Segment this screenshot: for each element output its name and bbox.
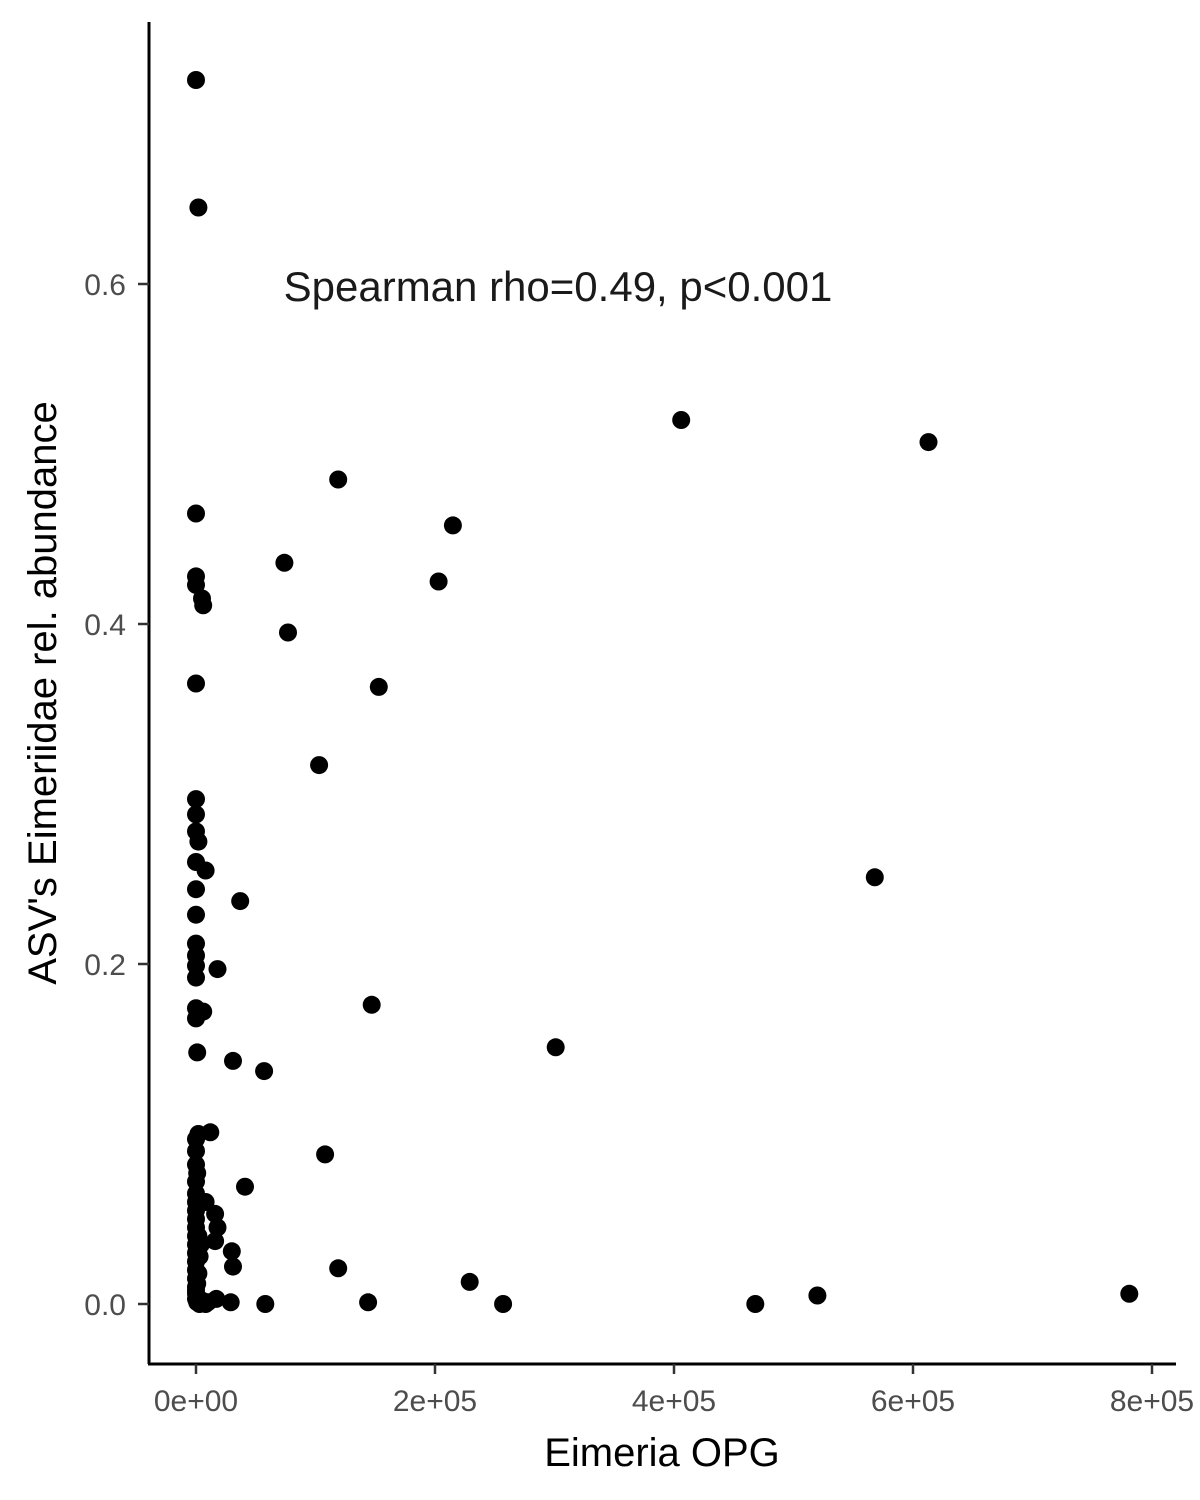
data-point-43 [187,1142,205,1160]
data-point-81 [359,1293,378,1312]
data-point-4 [187,575,205,594]
data-point-76 [316,1145,335,1164]
data-point-28 [275,553,294,572]
data-point-75 [236,1177,254,1196]
data-point-89 [187,1281,205,1300]
data-point-27 [255,1062,274,1081]
data-point-30 [310,756,329,775]
data-point-11 [189,832,208,851]
x-axis-ticks: 0e+00 2e+05 4e+05 6e+05 8e+05 [154,1364,1194,1418]
data-point-77 [329,1259,348,1278]
data-point-13 [196,861,215,880]
data-point-37 [672,411,691,429]
data-point-42 [201,1123,220,1142]
data-point-32 [362,995,381,1014]
data-point-2 [187,504,205,523]
data-point-26 [224,1051,242,1070]
data-point-0 [187,71,205,89]
data-point-8 [187,790,205,809]
data-point-24 [188,1043,207,1062]
data-point-33 [369,677,388,696]
data-point-79 [221,1293,240,1312]
data-point-9 [187,805,205,824]
y-tick-label-2: 0.4 [84,609,126,642]
data-point-29 [279,623,297,642]
data-point-39 [919,433,938,452]
data-point-72 [206,1232,225,1251]
y-tick-label-3: 0.6 [84,269,126,302]
data-point-38 [865,868,884,887]
data-point-70 [206,1204,225,1223]
data-point-34 [429,572,448,591]
data-point-14 [187,880,205,899]
data-point-82 [460,1272,479,1291]
data-point-20 [208,960,227,979]
data-point-1 [189,198,208,217]
data-point-35 [443,516,462,535]
data-point-25 [231,892,250,911]
data-point-71 [208,1218,227,1237]
x-tick-label-0: 0e+00 [154,1385,238,1418]
data-point-74 [224,1257,242,1276]
data-point-88 [189,1264,208,1283]
y-axis-title: ASV's Eimeriidae rel. abundance [21,401,65,985]
data-point-73 [222,1242,241,1261]
data-point-85 [808,1286,827,1305]
data-point-6 [194,596,213,615]
y-tick-label-1: 0.2 [84,949,126,982]
data-point-7 [187,674,205,693]
data-points [187,71,1139,1313]
data-point-36 [546,1038,565,1057]
data-point-80 [256,1295,275,1313]
data-point-15 [187,905,205,924]
y-tick-label-0: 0.0 [84,1289,126,1322]
x-tick-label-4: 8e+05 [1110,1385,1194,1418]
x-tick-label-1: 2e+05 [393,1385,477,1418]
data-point-78 [207,1289,226,1308]
y-axis-ticks: 0.0 0.2 0.4 0.6 [84,269,149,1322]
data-point-68 [191,1235,210,1254]
data-point-84 [746,1295,765,1313]
data-point-19 [187,968,205,987]
x-axis-title: Eimeria OPG [544,1431,780,1475]
data-point-86 [1120,1284,1139,1303]
data-point-31 [329,470,348,489]
data-point-83 [494,1295,513,1313]
data-point-23 [194,1002,213,1021]
x-tick-label-3: 6e+05 [871,1385,955,1418]
stat-annotation: Spearman rho=0.49, p<0.001 [284,263,833,310]
x-tick-label-2: 4e+05 [632,1385,716,1418]
